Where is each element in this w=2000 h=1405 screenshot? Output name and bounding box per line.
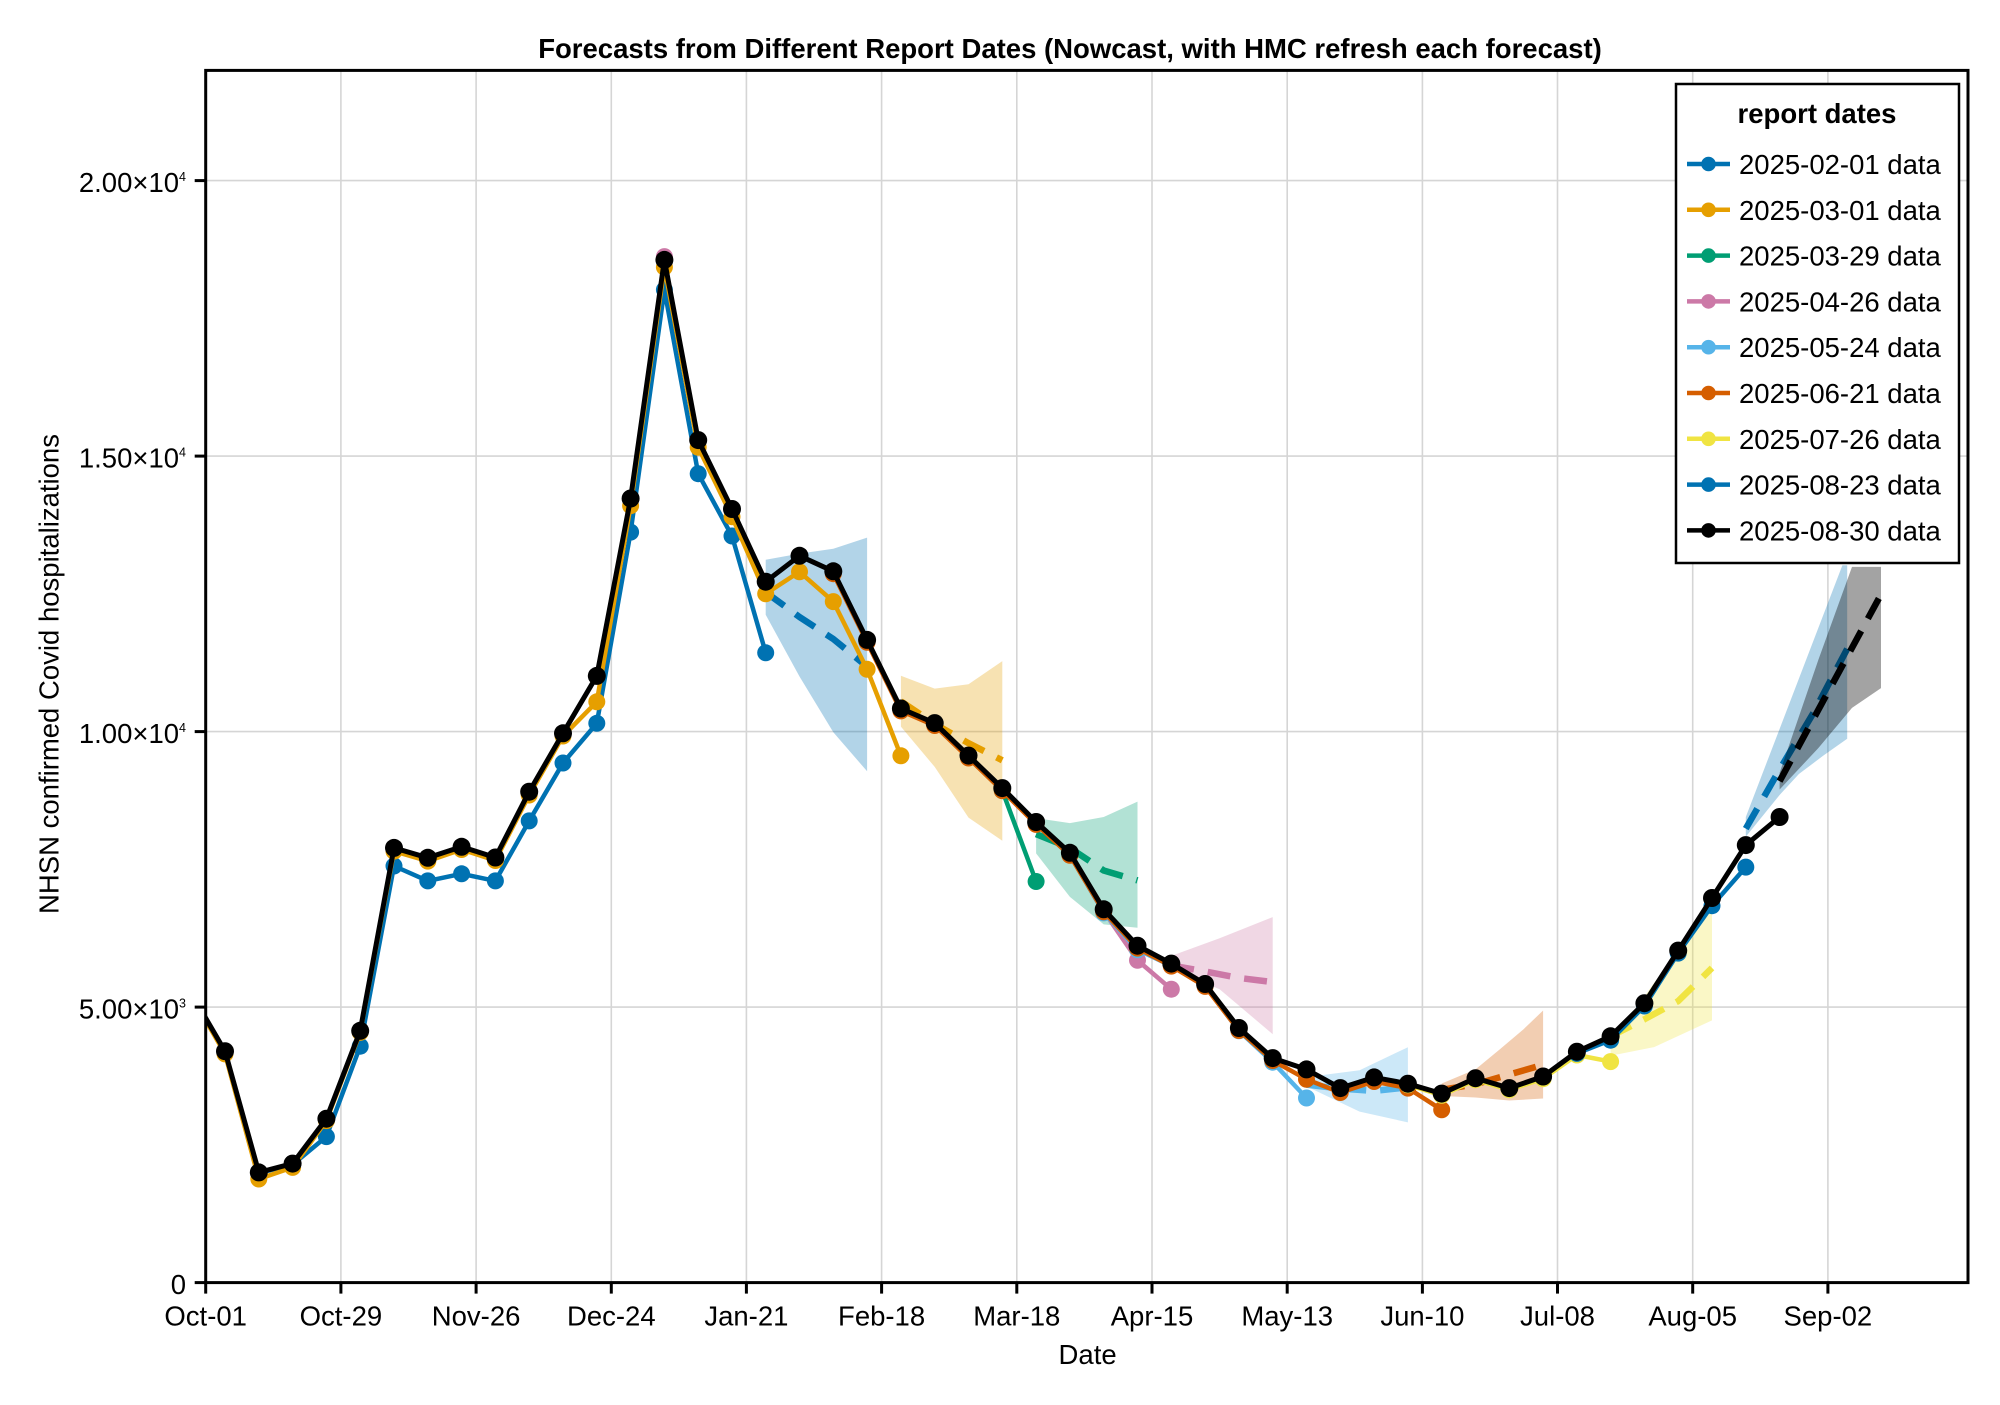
svg-text:Jun-10: Jun-10 <box>1380 1301 1464 1332</box>
svg-text:2025-03-01 data: 2025-03-01 data <box>1739 195 1942 226</box>
svg-text:Mar-18: Mar-18 <box>973 1301 1060 1332</box>
svg-text:Date: Date <box>1059 1339 1117 1370</box>
svg-text:Dec-24: Dec-24 <box>567 1301 656 1332</box>
svg-text:Oct-01: Oct-01 <box>164 1301 247 1332</box>
svg-text:Apr-15: Apr-15 <box>1111 1301 1194 1332</box>
svg-text:1.50×104: 1.50×104 <box>79 443 186 474</box>
svg-text:1.00×104: 1.00×104 <box>79 718 186 749</box>
svg-text:2025-02-01 data: 2025-02-01 data <box>1739 149 1942 180</box>
svg-text:2025-08-30 data: 2025-08-30 data <box>1739 515 1942 546</box>
svg-text:Jan-21: Jan-21 <box>704 1301 788 1332</box>
svg-text:2025-05-24 data: 2025-05-24 data <box>1739 332 1942 363</box>
svg-text:Forecasts from Different Repor: Forecasts from Different Report Dates (N… <box>538 33 1602 64</box>
svg-text:Oct-29: Oct-29 <box>300 1301 383 1332</box>
svg-text:5.00×103: 5.00×103 <box>79 994 186 1025</box>
svg-text:Sep-02: Sep-02 <box>1784 1301 1873 1332</box>
svg-text:Aug-05: Aug-05 <box>1648 1301 1737 1332</box>
svg-text:Jul-08: Jul-08 <box>1520 1301 1595 1332</box>
svg-text:2.00×104: 2.00×104 <box>79 167 186 198</box>
svg-text:2025-03-29 data: 2025-03-29 data <box>1739 241 1942 272</box>
svg-text:Feb-18: Feb-18 <box>838 1301 925 1332</box>
svg-text:2025-08-23 data: 2025-08-23 data <box>1739 470 1942 501</box>
svg-text:NHSN confirmed Covid hospitali: NHSN confirmed Covid hospitalizations <box>34 434 65 914</box>
svg-text:2025-04-26 data: 2025-04-26 data <box>1739 286 1942 317</box>
svg-text:report dates: report dates <box>1738 98 1897 129</box>
svg-text:May-13: May-13 <box>1241 1301 1333 1332</box>
svg-text:0: 0 <box>171 1269 186 1300</box>
svg-text:2025-07-26 data: 2025-07-26 data <box>1739 424 1942 455</box>
svg-text:Nov-26: Nov-26 <box>432 1301 521 1332</box>
svg-text:2025-06-21 data: 2025-06-21 data <box>1739 378 1942 409</box>
